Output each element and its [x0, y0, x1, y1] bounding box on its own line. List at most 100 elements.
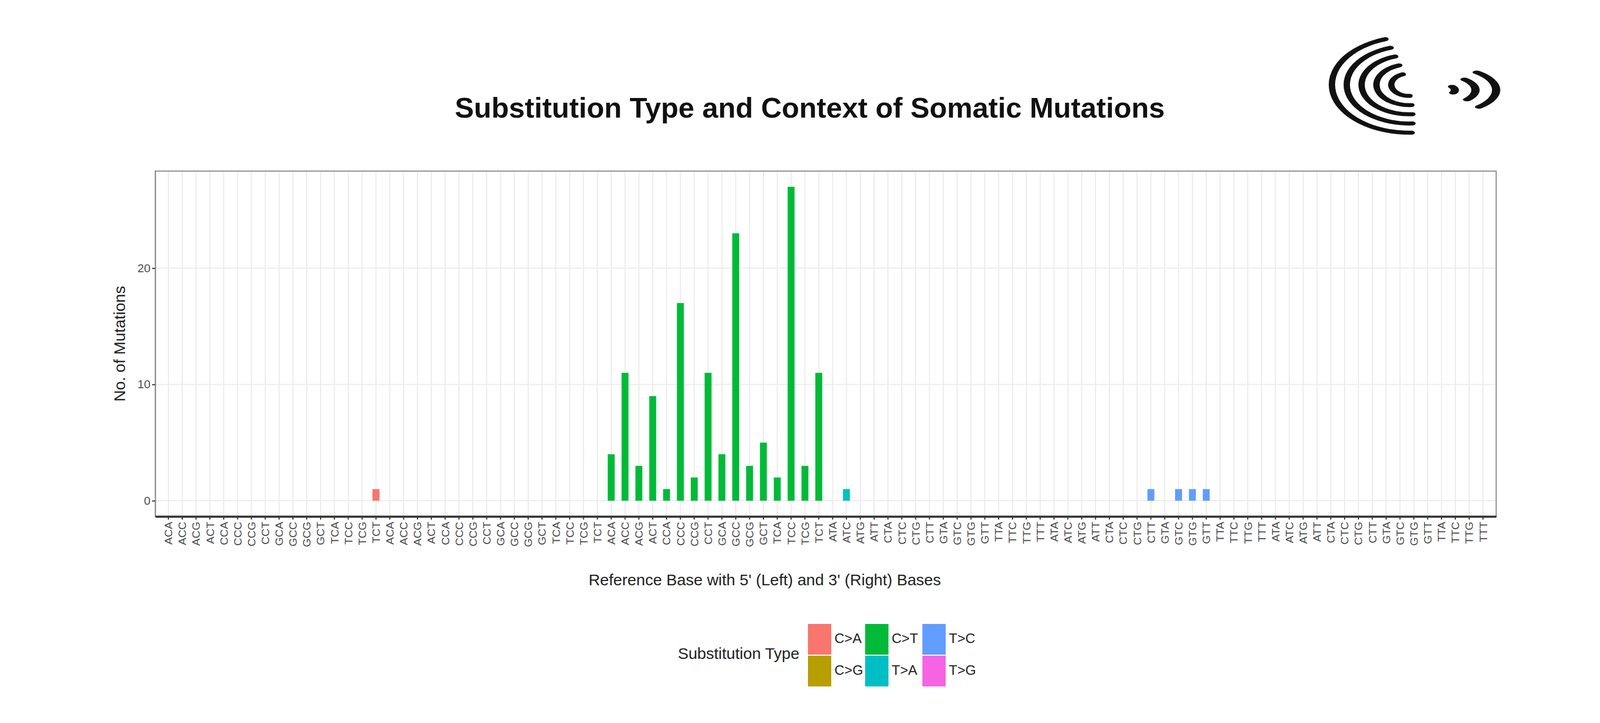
x-tick-label: CCA	[217, 521, 230, 546]
x-tick-mark	[624, 516, 626, 520]
x-tick: TCG	[577, 516, 590, 546]
x-tick-mark	[347, 516, 349, 520]
grid-line-x	[1260, 171, 1262, 517]
bar	[1465, 500, 1473, 502]
bar	[718, 454, 726, 502]
x-tick-label: GCC	[729, 521, 742, 547]
x-tick-mark	[513, 516, 515, 520]
legend-key	[865, 655, 889, 687]
bar	[1009, 500, 1017, 502]
grid-line-x	[278, 171, 280, 517]
logo	[1305, 36, 1501, 147]
x-tick-label: CTC	[895, 521, 909, 545]
x-tick-mark	[1178, 516, 1180, 520]
bar	[164, 500, 172, 502]
x-tick-label: CTC	[1338, 521, 1351, 545]
x-tick: ATA	[826, 516, 839, 542]
grid-line-x	[928, 171, 930, 517]
y-axis-line	[155, 171, 157, 518]
x-tick: TTC	[1227, 516, 1240, 544]
x-tick-mark	[1385, 516, 1387, 520]
x-tick-mark	[597, 516, 599, 520]
x-tick-label: CCT	[259, 521, 272, 545]
x-tick: GTT	[1421, 516, 1434, 545]
x-tick-mark	[749, 516, 751, 520]
x-tick-label: ATC	[1061, 521, 1074, 544]
grid-line-x	[555, 171, 557, 517]
x-tick-mark	[1371, 516, 1373, 520]
x-tick-mark	[943, 516, 945, 520]
x-tick-label: TCA	[770, 521, 784, 545]
x-tick-mark	[984, 516, 986, 520]
x-tick: CCA	[660, 516, 673, 546]
x-tick-mark	[430, 516, 432, 520]
x-tick-label: ATG	[854, 521, 867, 545]
bar	[759, 442, 767, 502]
x-tick: TCA	[328, 516, 341, 545]
bar	[732, 233, 740, 501]
grid-line-x	[403, 171, 405, 517]
grid-line-x	[486, 171, 488, 517]
x-tick-mark	[403, 516, 405, 520]
x-tick: ATT	[867, 516, 880, 542]
x-tick-label: CTG	[1131, 521, 1144, 546]
x-tick-mark	[1205, 516, 1207, 520]
x-tick-label: TTT	[1255, 521, 1268, 543]
x-tick-mark	[1081, 516, 1083, 520]
bar	[884, 500, 892, 502]
x-tick: ACA	[162, 516, 175, 545]
x-tick-mark	[1025, 516, 1027, 520]
x-tick: CCT	[480, 516, 493, 545]
grid-line-x	[693, 171, 695, 517]
x-tick: CTT	[923, 516, 936, 544]
x-tick: TTA	[992, 516, 1005, 542]
x-tick-label: TCC	[342, 521, 355, 545]
x-tick: GTG	[964, 516, 977, 547]
grid-line-x	[832, 171, 834, 517]
x-tick-label: TTC	[1006, 521, 1019, 544]
x-tick-mark	[486, 516, 488, 520]
title: Substitution Type and Context of Somatic…	[455, 91, 1166, 124]
grid-line-x	[1011, 171, 1013, 517]
grid-line-x	[873, 171, 875, 517]
x-tick: CCT	[701, 516, 715, 545]
x-tick-mark	[693, 516, 695, 520]
x-tick-label: TCT	[591, 521, 604, 544]
grid-line-x	[665, 171, 668, 517]
x-tick-mark	[195, 516, 197, 520]
x-tick: ACC	[397, 516, 410, 546]
x-tick-label: ACT	[646, 521, 659, 545]
x-tick-mark	[776, 516, 778, 520]
x-tick-mark	[1150, 516, 1152, 520]
x-tick-label: GCG	[743, 521, 756, 548]
bar	[1216, 500, 1224, 502]
x-tick: TTT	[1034, 516, 1047, 542]
x-tick: ATG	[854, 516, 867, 545]
grid-line-x	[956, 171, 958, 517]
x-tick: GTA	[1380, 516, 1393, 545]
x-tick: GCG	[743, 516, 756, 548]
x-tick: GTT	[1200, 516, 1213, 545]
x-tick-mark	[1011, 516, 1013, 520]
bar	[317, 500, 325, 502]
bar	[566, 500, 574, 502]
grid-line-x	[347, 171, 349, 517]
legend-key	[807, 624, 832, 655]
x-tick-label: TCA	[549, 521, 563, 545]
x-tick-mark	[721, 516, 723, 520]
grid-line-x	[998, 171, 1000, 517]
bar	[469, 500, 477, 502]
bar	[801, 466, 809, 502]
grid-line-y	[155, 267, 1497, 269]
legend-key	[922, 624, 946, 655]
x-tick-mark	[707, 516, 709, 520]
bar	[178, 500, 186, 502]
x-tick-label: TTT	[1034, 521, 1047, 543]
x-tick-label: TCC	[563, 521, 576, 545]
bar	[787, 187, 795, 502]
grid-line-x	[1316, 171, 1318, 517]
x-tick-mark	[832, 516, 834, 520]
grid-line-x	[638, 171, 640, 517]
x-tick-label: CCC	[674, 521, 687, 547]
x-tick: TTA	[1213, 516, 1226, 542]
